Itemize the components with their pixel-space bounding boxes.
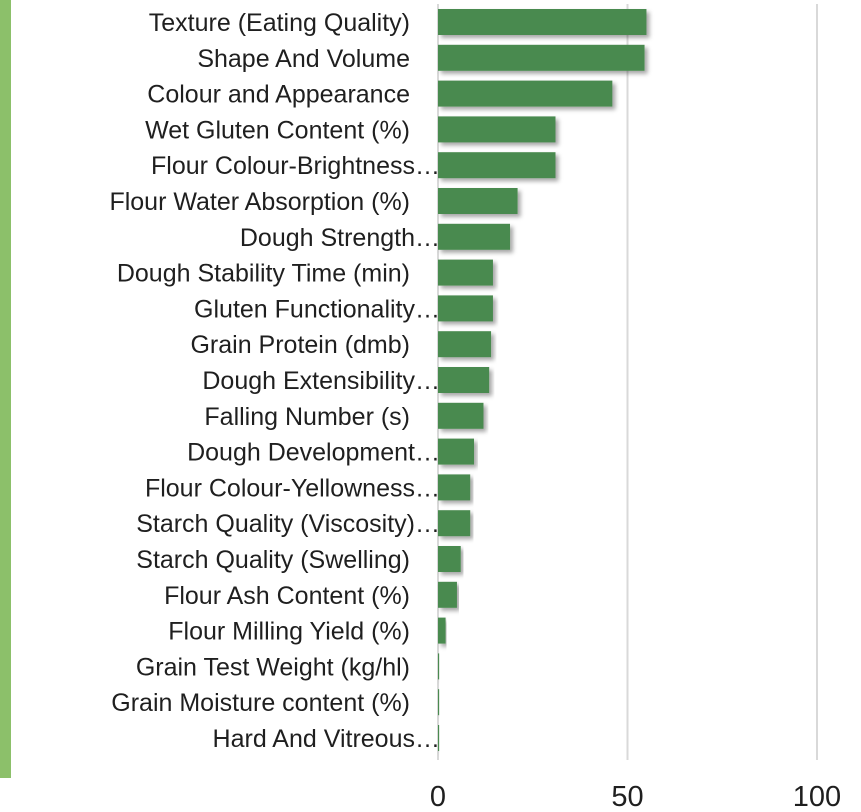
left-accent-strip xyxy=(0,0,11,778)
bar xyxy=(438,617,446,644)
category-labels: Texture (Eating Quality) Shape And Volume… xyxy=(109,9,440,753)
bar xyxy=(438,474,471,501)
category-label: Flour Ash Content (%) xyxy=(164,582,410,610)
category-label: Starch Quality (Swelling) xyxy=(136,546,410,574)
bar xyxy=(438,725,440,751)
bar xyxy=(438,152,556,179)
bar xyxy=(438,44,645,71)
x-tick-label: 100 xyxy=(793,781,841,812)
bar xyxy=(438,80,613,107)
bar xyxy=(438,689,440,716)
category-label: Flour Colour-Yellowness… xyxy=(145,474,440,502)
bar xyxy=(438,331,492,358)
bar xyxy=(438,223,511,250)
category-label: Grain Moisture content (%) xyxy=(111,689,410,717)
category-label: Flour Water Absorption (%) xyxy=(109,188,410,216)
category-label: Texture (Eating Quality) xyxy=(149,9,410,37)
bar xyxy=(438,188,518,214)
bar xyxy=(438,438,475,465)
category-label: Starch Quality (Viscosity)… xyxy=(136,510,440,538)
bar xyxy=(438,510,471,537)
category-label: Falling Number (s) xyxy=(204,403,410,431)
bar xyxy=(438,653,440,680)
category-label: Grain Test Weight (kg/hl) xyxy=(136,653,410,681)
category-label: Dough Extensibility… xyxy=(202,367,440,395)
category-label: Dough Development… xyxy=(187,439,440,467)
bar xyxy=(438,402,484,429)
x-tick-label: 50 xyxy=(611,781,643,812)
bar xyxy=(438,367,490,393)
category-label: Shape And Volume xyxy=(197,45,410,73)
x-tick-label: 0 xyxy=(430,781,446,812)
category-label: Flour Milling Yield (%) xyxy=(168,618,410,646)
category-label: Dough Strength… xyxy=(240,224,440,252)
category-label: Wet Gluten Content (%) xyxy=(145,116,410,144)
category-label: Grain Protein (dmb) xyxy=(190,331,410,359)
category-label: Gluten Functionality… xyxy=(194,295,440,323)
bar xyxy=(438,295,493,322)
bar xyxy=(438,546,461,572)
bar xyxy=(438,259,493,286)
bar xyxy=(438,581,457,608)
bar xyxy=(438,116,556,143)
category-label: Dough Stability Time (min) xyxy=(117,260,410,288)
bars xyxy=(438,9,647,751)
x-axis-ticks: 0 50 100 xyxy=(430,781,841,812)
category-label: Hard And Vitreous… xyxy=(213,725,440,753)
category-label: Flour Colour-Brightness… xyxy=(151,152,440,180)
category-label: Colour and Appearance xyxy=(147,81,410,109)
bar xyxy=(438,9,647,35)
